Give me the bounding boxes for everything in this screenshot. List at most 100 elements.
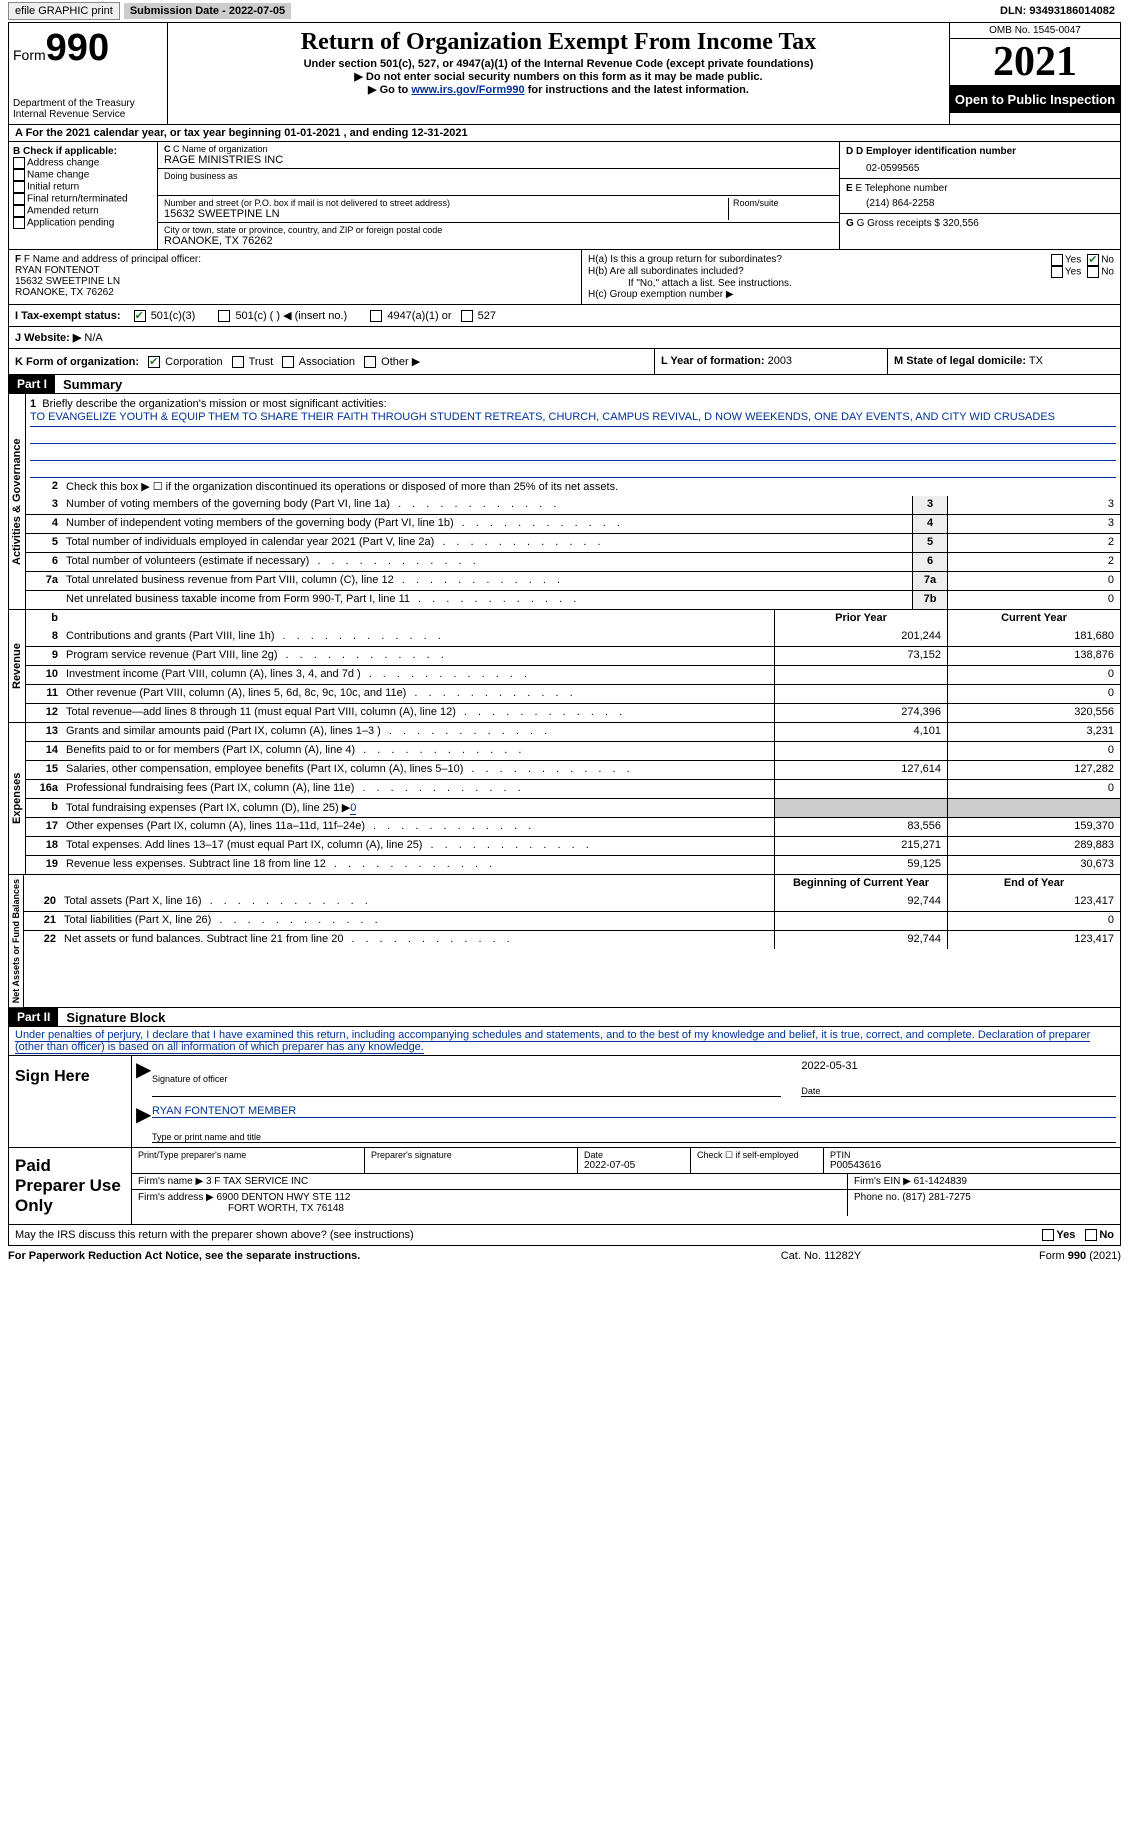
summary-expenses: Expenses 13Grants and similar amounts pa… [8, 723, 1121, 875]
summary-line: 19Revenue less expenses. Subtract line 1… [26, 855, 1120, 874]
summary-line: Net unrelated business taxable income fr… [26, 590, 1120, 609]
summary-line: 16aProfessional fundraising fees (Part I… [26, 779, 1120, 798]
check-amended[interactable]: Amended return [13, 205, 153, 217]
website-value: N/A [84, 332, 102, 344]
vlabel-net: Net Assets or Fund Balances [9, 875, 24, 1007]
section-k-l-m: K Form of organization: Corporation Trus… [8, 349, 1121, 375]
org-name: RAGE MINISTRIES INC [164, 154, 833, 166]
check-initial[interactable]: Initial return [13, 181, 153, 193]
sig-date-field[interactable]: 2022-05-31 Date [801, 1060, 1116, 1097]
preparer-label: Paid Preparer Use Only [9, 1148, 132, 1224]
firm-ein-label: Firm's EIN ▶ [854, 1176, 911, 1187]
top-bar: efile GRAPHIC print Submission Date - 20… [8, 0, 1121, 23]
check-trust[interactable] [232, 356, 244, 368]
prior-year-header: Prior Year [774, 610, 947, 628]
officer-name: RYAN FONTENOT [15, 265, 575, 276]
section-f: F F Name and address of principal office… [9, 250, 582, 304]
check-address[interactable]: Address change [13, 157, 153, 169]
addr-label: Number and street (or P.O. box if mail i… [164, 198, 728, 208]
j-label: J Website: ▶ [15, 332, 81, 344]
summary-line: 9Program service revenue (Part VIII, lin… [26, 646, 1120, 665]
line1-label: Briefly describe the organization's miss… [42, 398, 386, 410]
section-b-to-g: B Check if applicable: Address change Na… [8, 142, 1121, 250]
b-label: B Check if applicable: [13, 146, 153, 157]
open-to-public: Open to Public Inspection [950, 86, 1120, 113]
k-label: K Form of organization: [15, 356, 139, 368]
check-corp[interactable] [148, 356, 160, 368]
firm-addr-label: Firm's address ▶ [138, 1192, 214, 1203]
phone: (214) 864-2258 [846, 194, 1114, 209]
f-label: F Name and address of principal officer: [24, 254, 201, 265]
d-label: D D Employer identification number [846, 146, 1114, 157]
check-other[interactable] [364, 356, 376, 368]
form-label: Form [13, 47, 46, 63]
summary-line: 6Total number of volunteers (estimate if… [26, 552, 1120, 571]
check-527[interactable] [461, 310, 473, 322]
summary-line: 22Net assets or fund balances. Subtract … [24, 930, 1120, 949]
vlabel-governance: Activities & Governance [9, 394, 26, 609]
officer-addr2: ROANOKE, TX 76262 [15, 287, 575, 298]
room-label: Room/suite [733, 198, 833, 208]
dept-treasury: Department of the Treasury Internal Reve… [13, 98, 163, 120]
dln-number: DLN: 93493186014082 [1000, 5, 1121, 17]
summary-line: 3Number of voting members of the governi… [26, 496, 1120, 514]
discuss-yes[interactable]: Yes [1042, 1229, 1075, 1241]
discuss-no[interactable]: No [1085, 1229, 1114, 1241]
section-j: J Website: ▶ N/A [8, 327, 1121, 349]
summary-revenue: Revenue b Prior Year Current Year 8Contr… [8, 610, 1121, 723]
efile-print-button[interactable]: efile GRAPHIC print [8, 2, 120, 20]
check-assoc[interactable] [282, 356, 294, 368]
sign-here-label: Sign Here [9, 1056, 132, 1147]
form-header: Form990 Department of the Treasury Inter… [8, 23, 1121, 125]
hb-label: H(b) Are all subordinates included? [588, 266, 1051, 278]
ein: 02-0599565 [846, 157, 1114, 174]
vlabel-expenses: Expenses [9, 723, 26, 874]
officer-addr1: 15632 SWEETPINE LN [15, 276, 575, 287]
hb-no[interactable]: No [1087, 266, 1114, 278]
irs-link[interactable]: www.irs.gov/Form990 [411, 84, 524, 96]
check-501c[interactable] [218, 310, 230, 322]
preparer-sig-label: Preparer's signature [371, 1150, 571, 1160]
section-k: K Form of organization: Corporation Trus… [9, 349, 654, 374]
check-501c3[interactable] [134, 310, 146, 322]
paperwork-notice: For Paperwork Reduction Act Notice, see … [8, 1250, 721, 1262]
ha-no[interactable]: No [1087, 254, 1114, 266]
omb-number: OMB No. 1545-0047 [950, 23, 1120, 39]
org-city: ROANOKE, TX 76262 [164, 235, 833, 247]
self-employed-check[interactable]: Check ☐ if self-employed [691, 1148, 824, 1173]
summary-net-assets: Net Assets or Fund Balances Beginning of… [8, 875, 1121, 1008]
part2-badge: Part II [9, 1008, 58, 1026]
summary-line: bTotal fundraising expenses (Part IX, co… [26, 798, 1120, 817]
name-title-field[interactable]: RYAN FONTENOT MEMBER Type or print name … [152, 1105, 1116, 1143]
check-pending[interactable]: Application pending [13, 217, 153, 229]
check-4947[interactable] [370, 310, 382, 322]
sig-officer-field[interactable]: Signature of officer [152, 1060, 781, 1097]
current-year-header: Current Year [947, 610, 1120, 628]
prep-phone: (817) 281-7275 [902, 1192, 970, 1203]
print-name-label: Print/Type preparer's name [138, 1150, 358, 1160]
end-year-header: End of Year [947, 875, 1120, 893]
city-label: City or town, state or province, country… [164, 225, 833, 235]
summary-line: 7aTotal unrelated business revenue from … [26, 571, 1120, 590]
section-f-h: F F Name and address of principal office… [8, 250, 1121, 305]
col-c: C C Name of organization RAGE MINISTRIES… [158, 142, 840, 249]
hb-yes[interactable]: Yes [1051, 266, 1081, 278]
line2: Check this box ▶ ☐ if the organization d… [62, 478, 1120, 496]
page-footer: For Paperwork Reduction Act Notice, see … [8, 1246, 1121, 1266]
ha-yes[interactable]: Yes [1051, 254, 1081, 266]
hc-label: H(c) Group exemption number ▶ [588, 289, 1114, 300]
check-final[interactable]: Final return/terminated [13, 193, 153, 205]
summary-line: 17Other expenses (Part IX, column (A), l… [26, 817, 1120, 836]
section-h: H(a) Is this a group return for subordin… [582, 250, 1120, 304]
form-title: Return of Organization Exempt From Incom… [172, 29, 945, 56]
check-name[interactable]: Name change [13, 169, 153, 181]
header-sub2: ▶ Do not enter social security numbers o… [172, 70, 945, 83]
form-number: 990 [46, 27, 109, 69]
may-discuss-row: May the IRS discuss this return with the… [8, 1225, 1121, 1246]
submission-date: Submission Date - 2022-07-05 [124, 3, 291, 19]
col-d-e-g: D D Employer identification number 02-05… [840, 142, 1120, 249]
part2-title: Signature Block [58, 1010, 165, 1025]
part1-title: Summary [55, 377, 122, 392]
hb-note: If "No," attach a list. See instructions… [588, 278, 1114, 289]
signature-section: Sign Here ▶ Signature of officer 2022-05… [8, 1056, 1121, 1148]
